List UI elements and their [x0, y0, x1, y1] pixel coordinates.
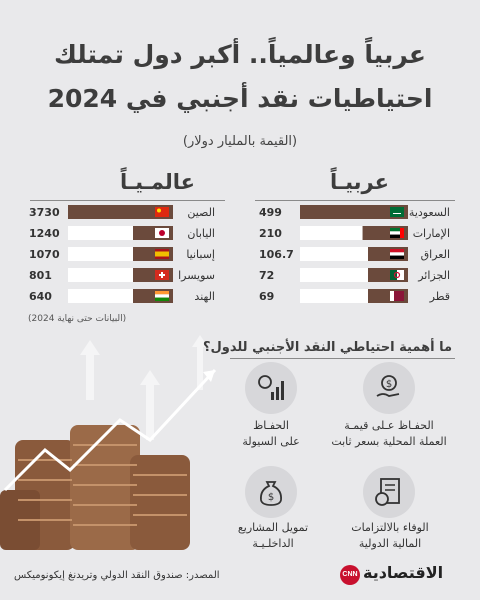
- saudi-flag-icon: [390, 207, 404, 217]
- benefit-text-line: تمويل المشاريع: [237, 521, 309, 534]
- benefit-projects: تمويل المشاريع الداخلـيـة: [228, 520, 318, 552]
- china-flag-icon: [155, 207, 169, 217]
- switzerland-flag-icon: [155, 270, 169, 280]
- title-line-2: احتياطيات نقد أجنبي في 2024: [47, 84, 433, 113]
- money-bag-icon: $: [245, 466, 297, 518]
- benefit-liquidity: الحفـاظ على السيولة: [230, 418, 312, 450]
- arab-chart-title: عربيـاً: [330, 170, 389, 194]
- category-label: العراق: [421, 248, 450, 261]
- svg-text:$: $: [268, 492, 274, 503]
- uae-flag-icon: [390, 228, 404, 238]
- value-label: 499: [259, 206, 282, 219]
- coin-chart-icon: [245, 362, 297, 414]
- category-label: اليابان: [187, 227, 215, 240]
- benefit-obligations: الوفاء بالالتزامات المالية الدولية: [335, 520, 445, 552]
- brand-name: الاقتصادية: [363, 563, 444, 582]
- category-label: الإمارات: [413, 227, 450, 240]
- benefits-question: ما أهمية احتياطي النقد الأجنبي للدول؟: [202, 340, 452, 355]
- benefit-text-line: الوفاء بالالتزامات: [351, 521, 429, 534]
- divider: [230, 358, 455, 359]
- qatar-flag-icon: [390, 291, 404, 301]
- category-label: سويسرا: [178, 269, 215, 282]
- cnn-logo: CNN: [340, 565, 360, 585]
- value-label: 640: [29, 290, 52, 303]
- hand-coin-icon: $: [363, 362, 415, 414]
- algeria-flag-icon: [390, 270, 404, 280]
- benefit-text-line: الداخلـيـة: [252, 537, 294, 550]
- svg-text:$: $: [386, 379, 392, 390]
- value-label: 106.7: [259, 248, 294, 261]
- divider: [255, 200, 455, 201]
- value-label: 69: [259, 290, 274, 303]
- category-label: قطر: [429, 290, 450, 303]
- benefit-text-line: الحفـاظ عـلى قيمـة: [344, 419, 434, 432]
- spain-flag-icon: [155, 249, 169, 259]
- value-label: 72: [259, 269, 274, 282]
- data-note: (البيانات حتى نهاية 2024): [28, 314, 127, 324]
- unit-label: (القيمة بالمليار دولار): [182, 134, 298, 149]
- global-chart-title: عالمـيـاً: [120, 170, 196, 194]
- document-coin-icon: [363, 466, 415, 518]
- value-label: 801: [29, 269, 52, 282]
- category-label: السعودية: [409, 206, 450, 219]
- arab-reserves-chart: السعودية 499 الإمارات 210 العراق 106.7 الجزائر…: [259, 205, 450, 303]
- global-reserves-chart: الصين 3730 اليابان 1240 إسبانيا 1070 سويسرا 801…: [29, 205, 215, 303]
- bar: [68, 205, 173, 219]
- source-note: المصدر: صندوق النقد الدولي وتريدنغ إيكون…: [14, 570, 220, 581]
- value-label: 1070: [29, 248, 60, 261]
- category-label: إسبانيا: [186, 248, 215, 261]
- bar: [300, 205, 408, 219]
- iraq-flag-icon: [390, 249, 404, 259]
- title-line-1: عربياً وعالمياً.. أكبر دول تمتلك: [54, 40, 426, 69]
- benefit-text-line: الحفـاظ: [253, 419, 289, 432]
- japan-flag-icon: [155, 228, 169, 238]
- category-label: الجزائر: [417, 269, 450, 282]
- india-flag-icon: [155, 291, 169, 301]
- benefit-currency-value: الحفـاظ عـلى قيمـة العملة المحلية بسعر ث…: [328, 418, 450, 450]
- category-label: الصين: [187, 206, 215, 219]
- divider: [30, 200, 225, 201]
- benefit-text-line: العملة المحلية بسعر ثابت: [331, 435, 447, 448]
- value-label: 3730: [29, 206, 60, 219]
- benefit-text-line: المالية الدولية: [358, 537, 422, 550]
- value-label: 1240: [29, 227, 60, 240]
- value-label: 210: [259, 227, 282, 240]
- category-label: الهند: [194, 290, 215, 303]
- benefit-text-line: على السيولة: [242, 435, 300, 448]
- coins-illustration: [0, 335, 217, 550]
